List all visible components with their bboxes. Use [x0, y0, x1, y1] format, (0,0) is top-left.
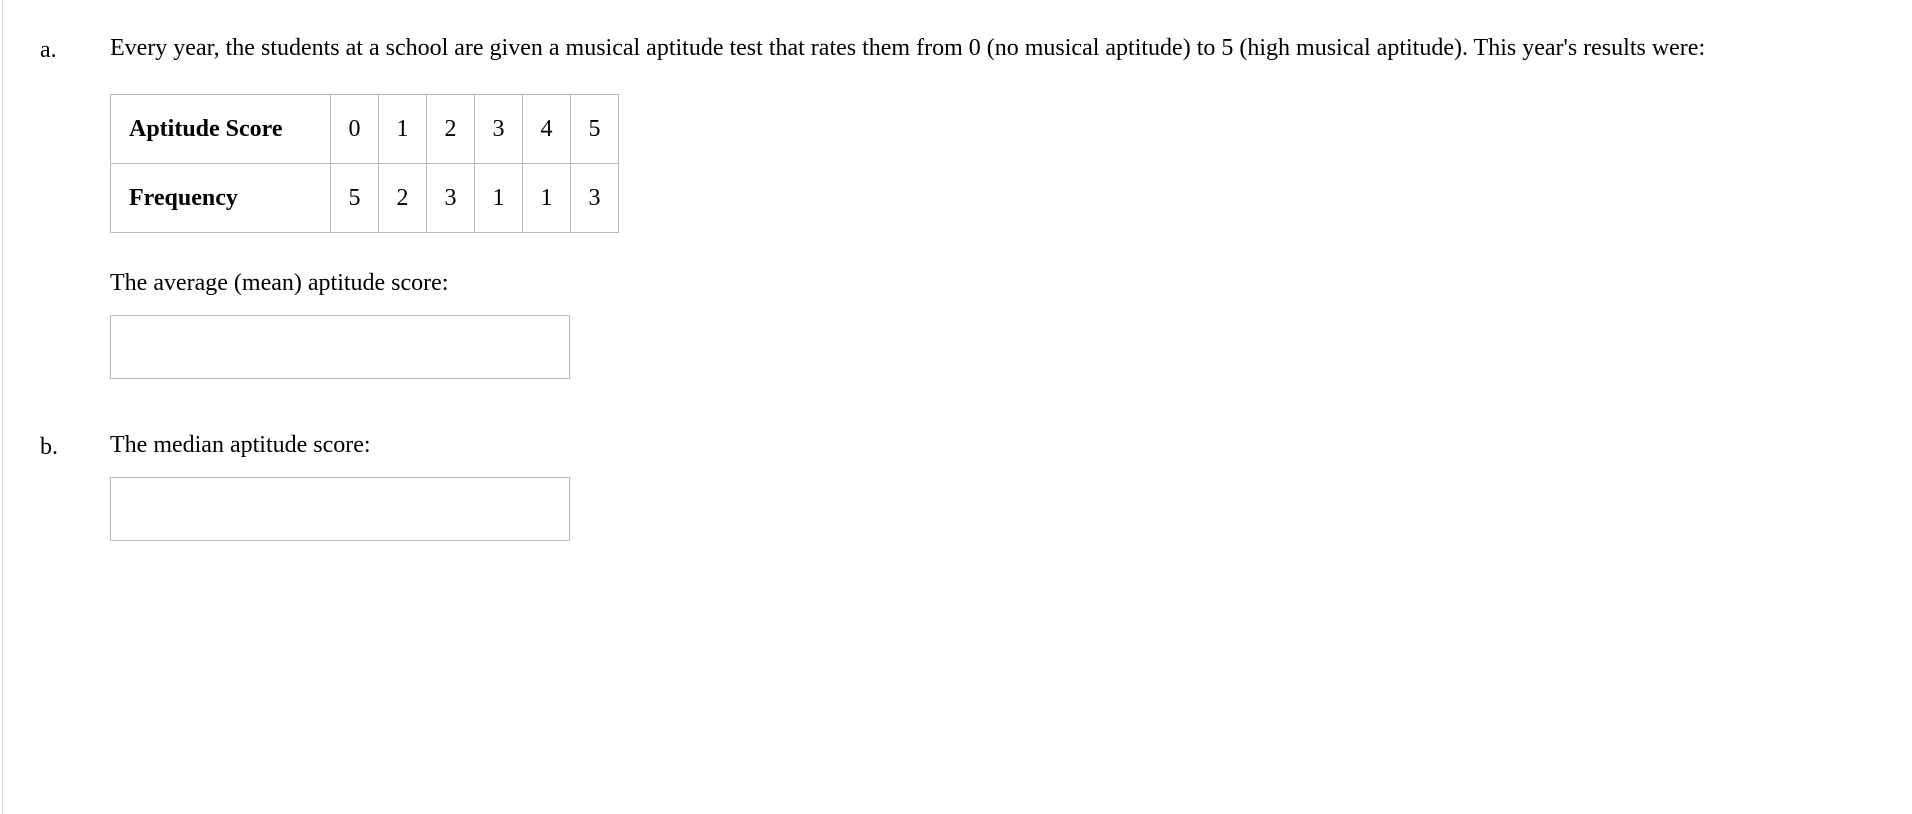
- table-row: Frequency 5 2 3 1 1 3: [111, 164, 619, 233]
- table-cell: 1: [379, 95, 427, 164]
- mean-answer-input[interactable]: [110, 315, 570, 379]
- question-part-a: a. Every year, the students at a school …: [40, 30, 1872, 407]
- part-a-text: Every year, the students at a school are…: [110, 30, 1872, 66]
- table-cell: 5: [571, 95, 619, 164]
- part-a-content: Every year, the students at a school are…: [110, 30, 1872, 407]
- part-b-content: The median aptitude score:: [110, 427, 1872, 569]
- part-a-prompt: The average (mean) aptitude score:: [110, 265, 1872, 301]
- table-cell: 5: [331, 164, 379, 233]
- table-cell: 1: [523, 164, 571, 233]
- table-row: Aptitude Score 0 1 2 3 4 5: [111, 95, 619, 164]
- table-row-header: Frequency: [111, 164, 331, 233]
- question-part-b: b. The median aptitude score:: [40, 427, 1872, 569]
- median-answer-input[interactable]: [110, 477, 570, 541]
- part-b-label: b.: [40, 427, 110, 569]
- part-b-prompt: The median aptitude score:: [110, 427, 1872, 463]
- table-cell: 2: [427, 95, 475, 164]
- part-a-label: a.: [40, 30, 110, 407]
- table-cell: 1: [475, 164, 523, 233]
- left-margin-rule: [2, 0, 3, 814]
- table-cell: 2: [379, 164, 427, 233]
- table-cell: 0: [331, 95, 379, 164]
- table-cell: 3: [475, 95, 523, 164]
- table-cell: 3: [427, 164, 475, 233]
- table-cell: 4: [523, 95, 571, 164]
- table-cell: 3: [571, 164, 619, 233]
- table-row-header: Aptitude Score: [111, 95, 331, 164]
- aptitude-table: Aptitude Score 0 1 2 3 4 5 Frequency 5 2…: [110, 94, 619, 233]
